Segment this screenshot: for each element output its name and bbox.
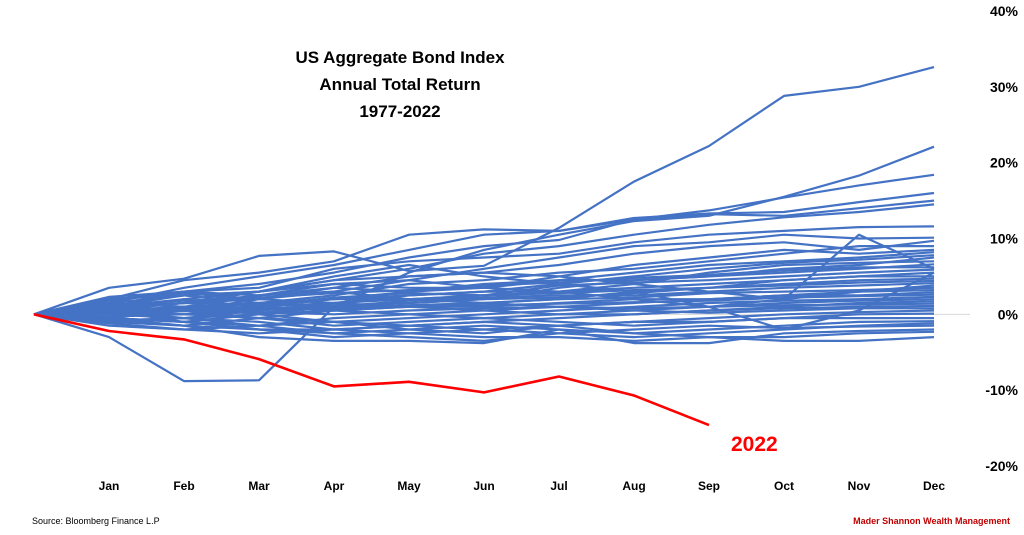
- y-tick-label: -10%: [985, 382, 1018, 398]
- title-line-3: 1977-2022: [359, 102, 440, 121]
- highlight-line: [33, 313, 710, 427]
- chart-title: US Aggregate Bond Index Annual Total Retu…: [295, 48, 505, 121]
- y-tick-label: 10%: [990, 231, 1019, 247]
- x-tick-label: Feb: [173, 479, 194, 493]
- x-tick-label: Nov: [848, 479, 871, 493]
- y-axis-ticks: -20% -10% 0% 10% 20% 30% 40%: [985, 3, 1018, 474]
- x-tick-label: May: [397, 479, 421, 493]
- x-tick-label: Jun: [473, 479, 494, 493]
- x-tick-label: Sep: [698, 479, 720, 493]
- x-tick-label: Mar: [248, 479, 270, 493]
- series-line-27: [33, 291, 935, 316]
- series-line-44: [33, 233, 935, 316]
- y-tick-label: 20%: [990, 155, 1019, 171]
- series-line-1: [33, 66, 935, 316]
- series-line-17: [33, 266, 934, 316]
- series-line-43: [33, 313, 935, 342]
- series-line-35: [33, 309, 935, 327]
- x-tick-label: Jul: [550, 479, 567, 493]
- y-tick-label: 40%: [990, 3, 1019, 19]
- y-tick-label: 0%: [998, 306, 1019, 322]
- x-tick-label: Jan: [99, 479, 120, 493]
- title-line-2: Annual Total Return: [319, 75, 480, 94]
- series-line-45: [33, 263, 935, 331]
- source-note: Source: Bloomberg Finance L.P: [32, 516, 160, 526]
- series-line-4: [33, 191, 935, 316]
- x-tick-label: Dec: [923, 479, 945, 493]
- x-tick-label: Aug: [622, 479, 645, 493]
- highlight-series: 2022: [33, 313, 778, 456]
- highlight-label: 2022: [731, 433, 778, 456]
- series-line-38: [34, 313, 935, 335]
- series-line-42: [33, 301, 935, 339]
- series-line-40: [33, 309, 935, 342]
- series-lines: [33, 66, 935, 383]
- series-line-37: [33, 305, 934, 327]
- y-tick-label: 30%: [990, 79, 1019, 95]
- series-line-21: [33, 277, 935, 316]
- y-tick-label: -20%: [985, 458, 1018, 474]
- series-line-31: [33, 292, 935, 316]
- series-line-3: [33, 173, 935, 316]
- brand-name: Mader Shannon Wealth Management: [853, 516, 1010, 526]
- x-axis-ticks: Jan Feb Mar Apr May Jun Jul Aug Sep Oct Nov Dec: [99, 479, 946, 493]
- x-tick-label: Apr: [324, 479, 345, 493]
- x-tick-label: Oct: [774, 479, 794, 493]
- title-line-1: US Aggregate Bond Index: [295, 48, 505, 67]
